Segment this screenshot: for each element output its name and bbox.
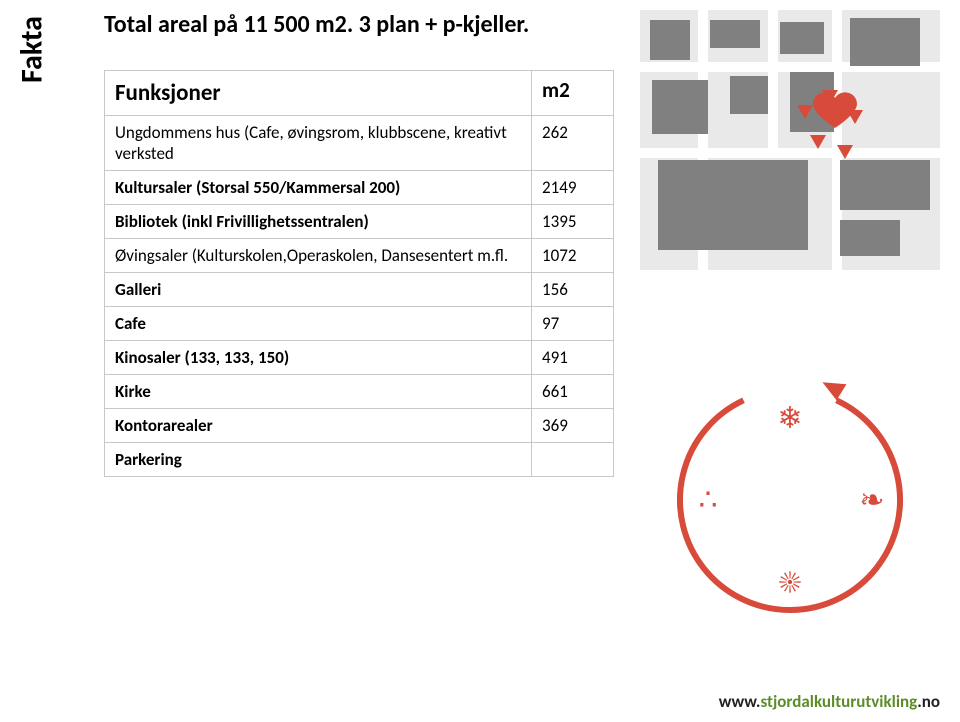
row-label: Kirke	[105, 375, 532, 409]
footer-tld: .no	[917, 691, 940, 712]
row-value: 1072	[532, 239, 614, 273]
row-label: Bibliotek (inkl Frivillighetssentralen)	[105, 205, 532, 239]
svg-text:∴: ∴	[698, 482, 717, 519]
facts-table: Funksjonerm2Ungdommens hus (Cafe, øvings…	[104, 70, 614, 477]
footer-url: www.stjordalkulturutvikling.no	[719, 691, 940, 712]
row-value: 262	[532, 116, 614, 171]
table-row: Galleri156	[105, 273, 614, 307]
row-label: Kinosaler (133, 133, 150)	[105, 341, 532, 375]
row-label: Øvingsaler (Kulturskolen,Operaskolen, Da…	[105, 239, 532, 273]
seasons-cycle-figure: ❄ ∴ ☀ ❧	[660, 370, 920, 630]
table-row: Cafe97	[105, 307, 614, 341]
svg-text:❧: ❧	[859, 482, 884, 519]
table-row: Kinosaler (133, 133, 150)491	[105, 341, 614, 375]
table-row: Kultursaler (Storsal 550/Kammersal 200)2…	[105, 171, 614, 205]
row-value: 661	[532, 375, 614, 409]
row-value	[532, 443, 614, 477]
row-value: 156	[532, 273, 614, 307]
row-label: Parkering	[105, 443, 532, 477]
table-row: Øvingsaler (Kulturskolen,Operaskolen, Da…	[105, 239, 614, 273]
footer-www: www.	[719, 691, 761, 712]
svg-text:❄: ❄	[777, 400, 802, 437]
row-value: 2149	[532, 171, 614, 205]
row-value: 369	[532, 409, 614, 443]
table-row: Kontorarealer369	[105, 409, 614, 443]
row-value: 491	[532, 341, 614, 375]
table-header-right: m2	[532, 71, 614, 116]
row-label: Kultursaler (Storsal 550/Kammersal 200)	[105, 171, 532, 205]
row-value: 1395	[532, 205, 614, 239]
sidebar-label: Fakta	[8, 0, 56, 180]
table-header-left: Funksjoner	[105, 71, 532, 116]
site-map-figure	[640, 10, 940, 270]
row-label: Galleri	[105, 273, 532, 307]
table-row: Parkering	[105, 443, 614, 477]
table-row: Ungdommens hus (Cafe, øvingsrom, klubbsc…	[105, 116, 614, 171]
table-row: Kirke661	[105, 375, 614, 409]
row-label: Kontorarealer	[105, 409, 532, 443]
row-value: 97	[532, 307, 614, 341]
page-title: Total areal på 11 500 m2. 3 plan + p-kje…	[104, 10, 529, 39]
footer-domain: stjordalkulturutvikling	[760, 691, 917, 712]
row-label: Ungdommens hus (Cafe, øvingsrom, klubbsc…	[105, 116, 532, 171]
table-row: Bibliotek (inkl Frivillighetssentralen)1…	[105, 205, 614, 239]
svg-text:☀: ☀	[779, 564, 801, 601]
row-label: Cafe	[105, 307, 532, 341]
